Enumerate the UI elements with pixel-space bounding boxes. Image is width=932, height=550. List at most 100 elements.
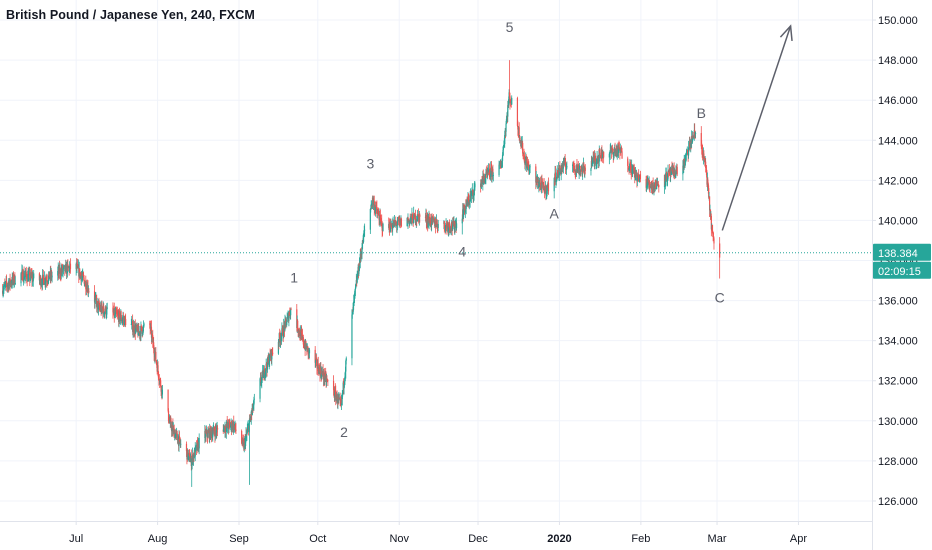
candle-down: [492, 168, 494, 176]
candle-up: [344, 376, 346, 382]
candle-up: [345, 360, 347, 372]
time-axis[interactable]: Jul Aug Sep Oct Nov Dec 2020 Feb Mar Apr: [0, 521, 872, 550]
candles[interactable]: [2, 60, 721, 487]
candle-up: [13, 281, 15, 283]
candle-down: [271, 349, 273, 353]
candle-up: [557, 175, 559, 178]
candle-up: [104, 311, 106, 315]
candle-up: [371, 203, 373, 208]
candle-up: [370, 208, 372, 209]
candle-down: [372, 197, 374, 205]
candle-up: [246, 429, 248, 433]
candle-down: [48, 271, 51, 279]
candle-down: [701, 148, 703, 152]
candle-up: [315, 360, 317, 363]
candle-down: [577, 165, 579, 168]
candle-up: [471, 192, 473, 194]
candle-down: [712, 232, 714, 237]
candle-down: [301, 334, 304, 339]
candle-up: [343, 384, 345, 389]
candle-down: [51, 272, 53, 278]
candle-down: [301, 333, 303, 335]
candle-down: [664, 174, 666, 183]
candle-down: [411, 213, 413, 218]
candle-up: [300, 331, 302, 340]
candle-down: [689, 142, 691, 147]
candle-down: [599, 150, 601, 153]
candle-up: [450, 229, 452, 231]
candle-up: [491, 171, 493, 177]
candle-down: [396, 223, 398, 227]
time-tick-label: Sep: [229, 533, 249, 545]
candle-up: [230, 425, 232, 428]
candle-up: [66, 264, 69, 274]
candle-up: [341, 393, 343, 399]
candle-up: [392, 224, 394, 230]
candle-up: [281, 328, 283, 335]
candle-down: [141, 326, 143, 331]
candle-down: [79, 273, 82, 275]
candle-up: [64, 265, 66, 271]
candle-down: [657, 183, 659, 185]
candle-up: [372, 202, 375, 205]
candle-down: [213, 427, 215, 432]
candle-down: [85, 281, 87, 290]
candle-down: [227, 422, 229, 428]
wave-labels: 1 2 3 4 5 A B C: [290, 19, 724, 440]
candle-up: [501, 165, 503, 169]
candle-up: [359, 253, 361, 263]
price-tick-label: 140.000: [878, 215, 918, 227]
candle-up: [7, 285, 9, 287]
price-tick-label: 148.000: [878, 55, 918, 67]
candle-up: [540, 181, 543, 190]
candle-down: [105, 307, 107, 316]
candle-down: [621, 148, 623, 152]
candle-up: [351, 310, 353, 315]
candle-down: [265, 363, 268, 367]
candle-up: [654, 185, 656, 187]
candle-up: [250, 411, 252, 419]
candle-up: [62, 266, 65, 270]
candle-up: [268, 361, 270, 366]
candle-down: [638, 175, 640, 179]
candle-down: [318, 366, 321, 370]
candle-down: [599, 152, 601, 156]
candle-up: [246, 432, 248, 435]
candle-up: [243, 442, 245, 450]
candle-down: [603, 151, 605, 158]
projection-arrow[interactable]: [721, 24, 793, 231]
candle-up: [358, 270, 360, 274]
candle-up: [445, 225, 447, 231]
candle-down: [430, 218, 432, 225]
candle-down: [336, 394, 338, 403]
candle-up: [24, 274, 26, 276]
candle-up: [14, 283, 16, 284]
candle-down: [559, 167, 561, 171]
candle-down: [436, 221, 438, 225]
candle-up: [431, 216, 433, 225]
candle-up: [418, 214, 420, 222]
candle-down: [376, 207, 378, 212]
candle-down: [179, 437, 181, 442]
price-axis[interactable]: 126.000 128.000 130.000 132.000 134.000 136.0…: [872, 0, 932, 550]
candle-up: [194, 447, 196, 457]
candle-down: [378, 215, 380, 221]
candle-up: [498, 164, 500, 176]
candle-down: [4, 283, 6, 285]
candle-up: [683, 164, 685, 169]
candle-up: [142, 326, 144, 334]
candle-down: [554, 172, 557, 183]
candle-up: [389, 222, 392, 232]
candle-down: [463, 204, 466, 210]
candle-down: [701, 146, 703, 149]
candle-up: [563, 159, 565, 166]
candle-up: [454, 227, 456, 231]
candle-down: [434, 222, 437, 228]
candle-down: [40, 277, 42, 286]
candle-up: [84, 283, 86, 286]
candle-down: [307, 346, 309, 348]
candle-up: [553, 178, 555, 192]
candle-up: [308, 349, 311, 354]
candle-down: [101, 308, 104, 310]
